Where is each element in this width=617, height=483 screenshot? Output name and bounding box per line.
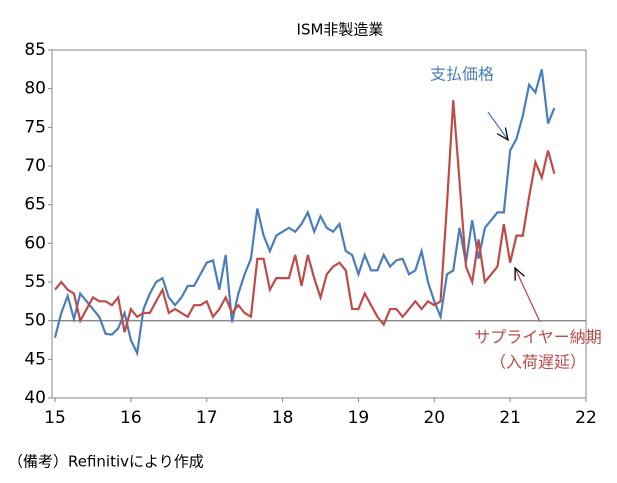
y-tick-label: 40 bbox=[24, 388, 46, 408]
series-line bbox=[54, 100, 556, 333]
y-tick-label: 75 bbox=[24, 117, 46, 137]
plot-frame bbox=[51, 49, 587, 399]
x-tick-label: 22 bbox=[575, 408, 597, 428]
annotation: サプライヤー納期 bbox=[474, 328, 602, 347]
arrow bbox=[515, 268, 541, 323]
y-tick-label: 80 bbox=[24, 79, 46, 99]
y-tick-label: 85 bbox=[24, 40, 46, 60]
series-line bbox=[53, 69, 556, 357]
y-tick-label: 55 bbox=[24, 272, 46, 292]
x-tick-label: 20 bbox=[423, 408, 445, 428]
annotation: 支払価格 bbox=[430, 65, 494, 84]
annotation: （入荷遅延） bbox=[490, 353, 586, 372]
y-tick-label: 65 bbox=[24, 195, 46, 215]
x-tick-label: 18 bbox=[272, 408, 294, 428]
chart-title: ISM非製造業 bbox=[297, 21, 384, 39]
x-tick-label: 16 bbox=[120, 408, 142, 428]
y-tick-label: 70 bbox=[24, 156, 46, 176]
x-tick-label: 15 bbox=[44, 408, 66, 428]
y-tick-label: 60 bbox=[24, 233, 46, 253]
note: （備考）Refinitivにより作成 bbox=[8, 453, 204, 471]
arrow bbox=[487, 111, 508, 140]
y-tick-label: 45 bbox=[24, 349, 46, 369]
x-tick-label: 17 bbox=[196, 408, 218, 428]
x-tick-label: 19 bbox=[348, 408, 370, 428]
x-tick-label: 21 bbox=[499, 408, 521, 428]
y-tick-label: 50 bbox=[24, 311, 46, 331]
